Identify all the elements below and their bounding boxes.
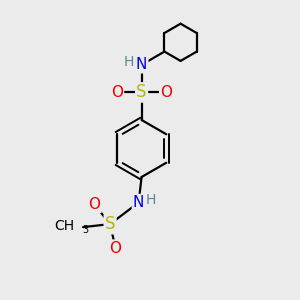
Text: N: N bbox=[136, 57, 147, 72]
Text: O: O bbox=[111, 85, 123, 100]
Text: H: H bbox=[146, 193, 156, 206]
Text: CH: CH bbox=[54, 219, 74, 232]
Text: O: O bbox=[160, 85, 172, 100]
Text: O: O bbox=[88, 197, 101, 212]
Text: 3: 3 bbox=[82, 225, 88, 235]
Text: O: O bbox=[110, 241, 122, 256]
Text: N: N bbox=[133, 195, 144, 210]
Text: S: S bbox=[105, 215, 115, 233]
Text: H: H bbox=[124, 55, 134, 69]
Text: S: S bbox=[136, 83, 147, 101]
